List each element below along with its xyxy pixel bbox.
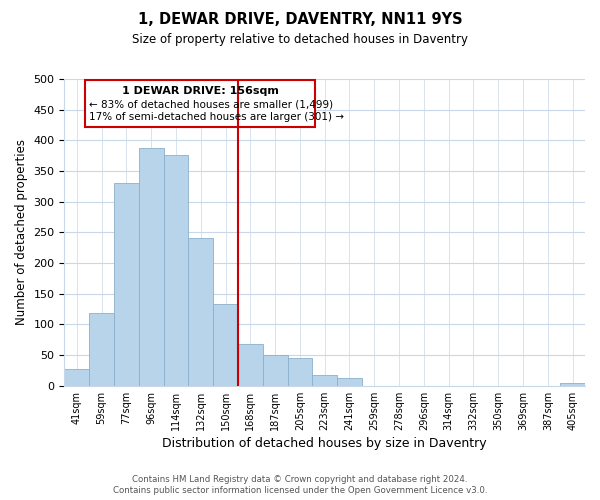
Text: Contains HM Land Registry data © Crown copyright and database right 2024.: Contains HM Land Registry data © Crown c… <box>132 475 468 484</box>
Bar <box>164 155 188 386</box>
Bar <box>139 148 164 386</box>
Text: 17% of semi-detached houses are larger (301) →: 17% of semi-detached houses are larger (… <box>89 112 344 122</box>
Bar <box>238 344 263 386</box>
Text: Contains public sector information licensed under the Open Government Licence v3: Contains public sector information licen… <box>113 486 487 495</box>
Bar <box>313 375 337 386</box>
Bar <box>287 358 313 386</box>
Bar <box>213 304 238 386</box>
Bar <box>114 184 139 386</box>
Text: Size of property relative to detached houses in Daventry: Size of property relative to detached ho… <box>132 32 468 46</box>
Bar <box>263 355 287 386</box>
Text: 1 DEWAR DRIVE: 156sqm: 1 DEWAR DRIVE: 156sqm <box>122 86 278 97</box>
FancyBboxPatch shape <box>85 80 315 127</box>
Y-axis label: Number of detached properties: Number of detached properties <box>15 140 28 326</box>
Bar <box>89 314 114 386</box>
Bar <box>337 378 362 386</box>
Bar <box>188 238 213 386</box>
Text: 1, DEWAR DRIVE, DAVENTRY, NN11 9YS: 1, DEWAR DRIVE, DAVENTRY, NN11 9YS <box>137 12 463 28</box>
Text: ← 83% of detached houses are smaller (1,499): ← 83% of detached houses are smaller (1,… <box>89 100 334 110</box>
Bar <box>64 368 89 386</box>
X-axis label: Distribution of detached houses by size in Daventry: Distribution of detached houses by size … <box>163 437 487 450</box>
Bar <box>560 383 585 386</box>
